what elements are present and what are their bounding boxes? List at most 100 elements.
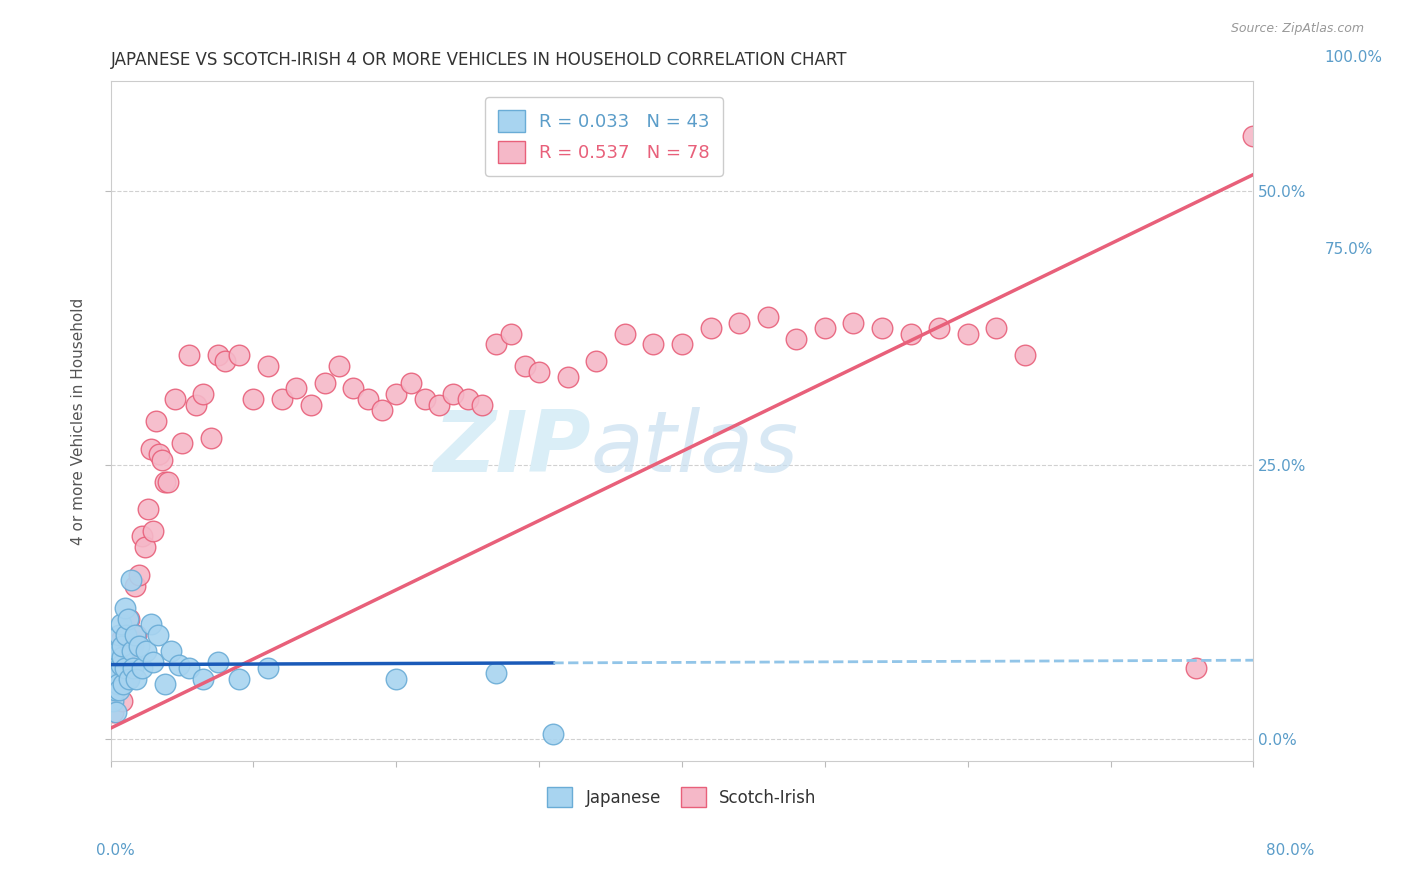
Point [128, 639, 150, 653]
Point [117, 611, 139, 625]
Point [112, 677, 135, 691]
Point [104, 672, 127, 686]
Point [557, 370, 579, 384]
Point [242, 392, 264, 407]
Point [1014, 348, 1036, 362]
Point [146, 628, 169, 642]
Point [103, 694, 125, 708]
Point [139, 617, 162, 632]
Point [101, 672, 124, 686]
Point [110, 617, 132, 632]
Point [111, 649, 134, 664]
Point [108, 682, 131, 697]
Point [256, 359, 278, 374]
Point [371, 403, 394, 417]
Text: JAPANESE VS SCOTCH-IRISH 4 OR MORE VEHICLES IN HOUSEHOLD CORRELATION CHART: JAPANESE VS SCOTCH-IRISH 4 OR MORE VEHIC… [111, 51, 846, 69]
Point [413, 392, 436, 407]
Point [108, 628, 131, 642]
Point [1241, 129, 1264, 144]
Text: 100.0%: 100.0% [1324, 51, 1382, 65]
Point [114, 661, 136, 675]
Point [228, 348, 250, 362]
Point [814, 321, 837, 335]
Point [159, 644, 181, 658]
Point [101, 682, 124, 697]
Point [107, 644, 129, 658]
Point [543, 726, 565, 740]
Point [385, 386, 408, 401]
Point [163, 392, 186, 407]
Point [357, 392, 380, 407]
Point [110, 657, 132, 672]
Point [104, 649, 127, 664]
Point [117, 672, 139, 686]
Point [785, 332, 807, 346]
Legend: Japanese, Scotch-Irish: Japanese, Scotch-Irish [540, 780, 824, 814]
Point [114, 600, 136, 615]
Point [1185, 661, 1208, 675]
Point [142, 656, 165, 670]
Point [485, 337, 508, 351]
Point [153, 475, 176, 489]
Point [471, 398, 494, 412]
Point [135, 644, 157, 658]
Point [121, 633, 143, 648]
Point [145, 414, 167, 428]
Point [186, 398, 208, 412]
Point [499, 326, 522, 341]
Y-axis label: 4 or more Vehicles in Household: 4 or more Vehicles in Household [72, 298, 86, 545]
Point [928, 321, 950, 335]
Text: atlas: atlas [591, 407, 799, 490]
Point [122, 639, 145, 653]
Point [124, 579, 146, 593]
Point [125, 672, 148, 686]
Point [111, 639, 134, 653]
Point [314, 376, 336, 390]
Point [728, 316, 751, 330]
Point [104, 682, 127, 697]
Point [118, 672, 141, 686]
Point [103, 705, 125, 719]
Point [671, 337, 693, 351]
Text: 80.0%: 80.0% [1267, 843, 1315, 858]
Point [125, 628, 148, 642]
Point [643, 337, 665, 351]
Point [699, 321, 721, 335]
Point [193, 672, 215, 686]
Point [131, 661, 153, 675]
Point [139, 442, 162, 456]
Point [256, 661, 278, 675]
Point [115, 628, 138, 642]
Point [485, 666, 508, 681]
Point [134, 541, 156, 555]
Point [108, 649, 131, 664]
Point [441, 386, 464, 401]
Point [105, 705, 128, 719]
Point [427, 398, 450, 412]
Point [121, 644, 143, 658]
Point [148, 447, 170, 461]
Point [193, 386, 215, 401]
Point [527, 365, 550, 379]
Point [299, 398, 322, 412]
Point [900, 326, 922, 341]
Point [120, 573, 142, 587]
Point [128, 567, 150, 582]
Point [124, 628, 146, 642]
Point [107, 677, 129, 691]
Point [870, 321, 893, 335]
Point [399, 376, 422, 390]
Point [271, 392, 294, 407]
Point [228, 672, 250, 686]
Point [756, 310, 779, 324]
Point [513, 359, 536, 374]
Point [153, 677, 176, 691]
Point [112, 672, 135, 686]
Point [156, 475, 179, 489]
Point [111, 694, 134, 708]
Point [385, 672, 408, 686]
Point [200, 431, 222, 445]
Point [956, 326, 979, 341]
Point [150, 452, 173, 467]
Point [118, 611, 141, 625]
